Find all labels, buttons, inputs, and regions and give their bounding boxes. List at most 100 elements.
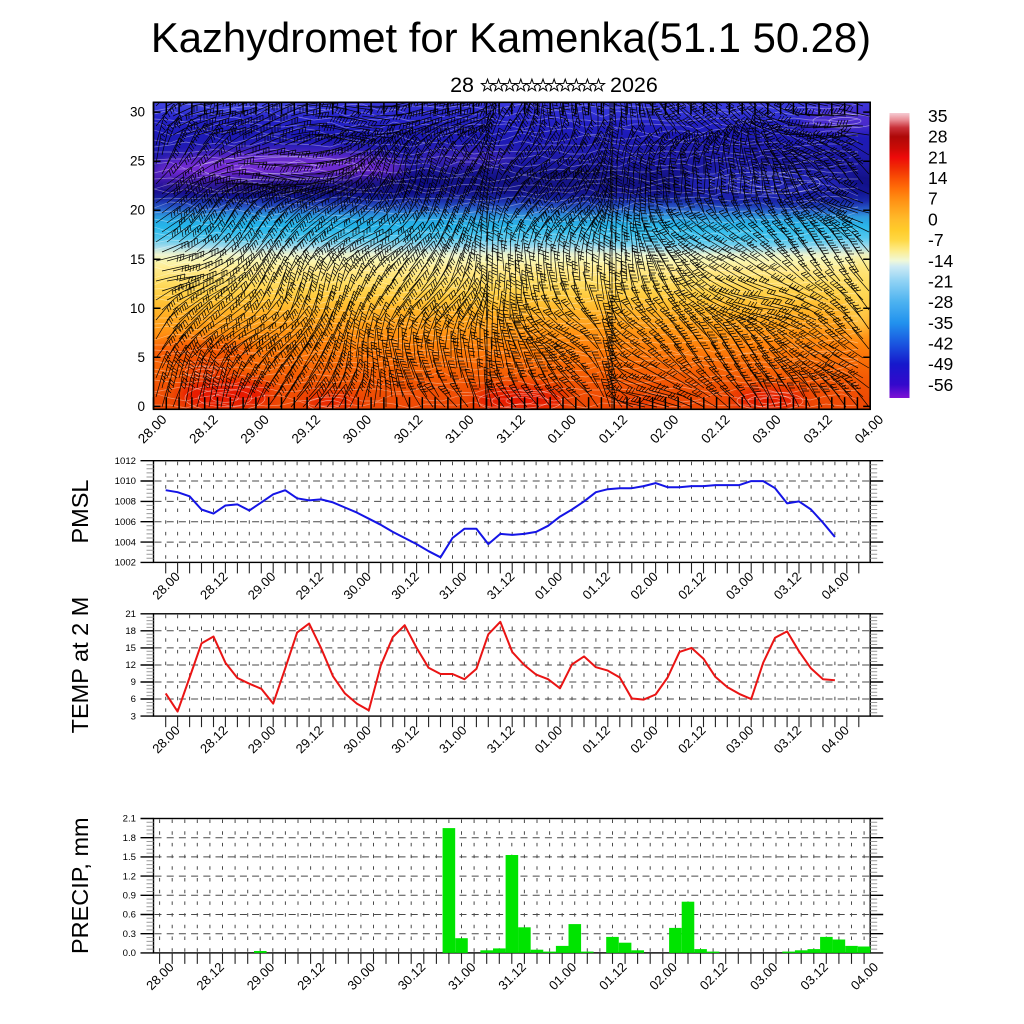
svg-text:31.00: 31.00 xyxy=(436,723,470,757)
svg-text:30.12: 30.12 xyxy=(388,723,422,757)
svg-text:29.00: 29.00 xyxy=(244,959,278,993)
svg-text:-42: -42 xyxy=(928,334,953,354)
svg-text:30.00: 30.00 xyxy=(340,569,374,603)
svg-text:03.12: 03.12 xyxy=(797,959,831,993)
svg-text:28.12: 28.12 xyxy=(193,959,227,993)
svg-text:30.12: 30.12 xyxy=(391,412,426,447)
svg-text:03.00: 03.00 xyxy=(747,959,781,993)
svg-text:PMSL: PMSL xyxy=(67,480,93,544)
svg-text:-56: -56 xyxy=(928,375,953,395)
svg-text:30.00: 30.00 xyxy=(344,959,378,993)
svg-text:28: 28 xyxy=(450,73,474,97)
svg-text:02.12: 02.12 xyxy=(675,723,709,757)
svg-text:29.00: 29.00 xyxy=(245,723,279,757)
svg-text:21: 21 xyxy=(928,147,947,167)
svg-text:31.12: 31.12 xyxy=(484,723,518,757)
svg-text:0: 0 xyxy=(928,209,938,229)
svg-text:28.12: 28.12 xyxy=(197,569,231,603)
svg-text:1010: 1010 xyxy=(115,476,136,487)
svg-text:TEMP at 2 M: TEMP at 2 M xyxy=(67,597,93,734)
svg-text:0.9: 0.9 xyxy=(123,891,136,902)
svg-text:29.12: 29.12 xyxy=(293,723,327,757)
svg-text:28.00: 28.00 xyxy=(149,723,183,757)
svg-text:20: 20 xyxy=(130,203,145,218)
svg-text:03.00: 03.00 xyxy=(723,723,757,757)
svg-text:31.12: 31.12 xyxy=(493,412,528,447)
svg-text:01.00: 01.00 xyxy=(532,569,566,603)
svg-text:01.12: 01.12 xyxy=(596,412,631,447)
svg-text:-7: -7 xyxy=(928,230,944,250)
svg-text:30.00: 30.00 xyxy=(340,412,375,447)
svg-text:31.00: 31.00 xyxy=(436,569,470,603)
svg-text:01.12: 01.12 xyxy=(579,723,613,757)
svg-text:1002: 1002 xyxy=(115,558,136,569)
svg-text:15: 15 xyxy=(125,643,136,654)
svg-text:01.00: 01.00 xyxy=(545,412,580,447)
svg-text:25: 25 xyxy=(130,154,145,169)
svg-text:0.0: 0.0 xyxy=(123,948,136,959)
svg-text:02.00: 02.00 xyxy=(627,723,661,757)
svg-text:31.12: 31.12 xyxy=(495,959,529,993)
svg-text:01.12: 01.12 xyxy=(596,959,630,993)
svg-text:21: 21 xyxy=(125,609,136,620)
svg-text:6: 6 xyxy=(131,694,136,705)
svg-text:30.00: 30.00 xyxy=(340,723,374,757)
svg-text:PRECIP, mm: PRECIP, mm xyxy=(67,817,93,954)
svg-text:02.12: 02.12 xyxy=(675,569,709,603)
svg-text:Kazhydromet for Kamenka(51.1 5: Kazhydromet for Kamenka(51.1 50.28) xyxy=(151,14,871,61)
svg-text:28: 28 xyxy=(928,127,947,147)
svg-text:14: 14 xyxy=(928,168,948,188)
svg-text:31.00: 31.00 xyxy=(445,959,479,993)
svg-text:1006: 1006 xyxy=(115,517,136,528)
svg-text:-28: -28 xyxy=(928,292,953,312)
svg-text:01.00: 01.00 xyxy=(532,723,566,757)
svg-text:03.00: 03.00 xyxy=(723,569,757,603)
svg-text:03.00: 03.00 xyxy=(749,412,784,447)
svg-text:12: 12 xyxy=(125,660,136,671)
svg-text:28.00: 28.00 xyxy=(143,959,177,993)
svg-text:01.00: 01.00 xyxy=(546,959,580,993)
svg-text:2026: 2026 xyxy=(610,73,658,97)
svg-text:15: 15 xyxy=(130,252,145,267)
svg-text:-35: -35 xyxy=(928,313,953,333)
svg-text:31.12: 31.12 xyxy=(484,569,518,603)
svg-text:02.12: 02.12 xyxy=(698,412,733,447)
svg-text:1.5: 1.5 xyxy=(123,852,136,863)
svg-text:29.00: 29.00 xyxy=(237,412,272,447)
svg-text:28.00: 28.00 xyxy=(135,412,170,447)
svg-text:29.12: 29.12 xyxy=(289,412,324,447)
svg-text:04.00: 04.00 xyxy=(818,569,852,603)
svg-text:03.12: 03.12 xyxy=(771,569,805,603)
svg-text:1.2: 1.2 xyxy=(123,871,136,882)
svg-text:10: 10 xyxy=(130,301,145,316)
svg-text:03.12: 03.12 xyxy=(771,723,805,757)
svg-text:28.12: 28.12 xyxy=(186,412,221,447)
svg-text:-14: -14 xyxy=(928,251,954,271)
svg-text:2.1: 2.1 xyxy=(123,814,136,825)
svg-text:9: 9 xyxy=(131,677,136,688)
svg-text:18: 18 xyxy=(125,626,136,637)
svg-text:29.00: 29.00 xyxy=(245,569,279,603)
svg-text:1004: 1004 xyxy=(115,537,137,548)
svg-text:7: 7 xyxy=(928,189,938,209)
svg-text:1008: 1008 xyxy=(115,497,136,508)
svg-text:5: 5 xyxy=(137,350,145,365)
svg-text:1012: 1012 xyxy=(115,456,136,467)
svg-text:30.12: 30.12 xyxy=(395,959,429,993)
svg-text:-49: -49 xyxy=(928,354,953,374)
svg-text:02.00: 02.00 xyxy=(647,412,682,447)
svg-text:30: 30 xyxy=(130,105,145,120)
svg-text:02.00: 02.00 xyxy=(646,959,680,993)
svg-text:04.00: 04.00 xyxy=(848,959,882,993)
svg-text:31.00: 31.00 xyxy=(442,412,477,447)
svg-text:0.3: 0.3 xyxy=(123,929,136,940)
svg-text:01.12: 01.12 xyxy=(579,569,613,603)
svg-text:-21: -21 xyxy=(928,271,953,291)
svg-text:28.00: 28.00 xyxy=(149,569,183,603)
svg-text:29.12: 29.12 xyxy=(293,569,327,603)
svg-text:0: 0 xyxy=(137,399,145,414)
svg-text:30.12: 30.12 xyxy=(388,569,422,603)
svg-text:3: 3 xyxy=(131,711,136,722)
svg-text:29.12: 29.12 xyxy=(294,959,328,993)
svg-text:35: 35 xyxy=(928,106,947,126)
